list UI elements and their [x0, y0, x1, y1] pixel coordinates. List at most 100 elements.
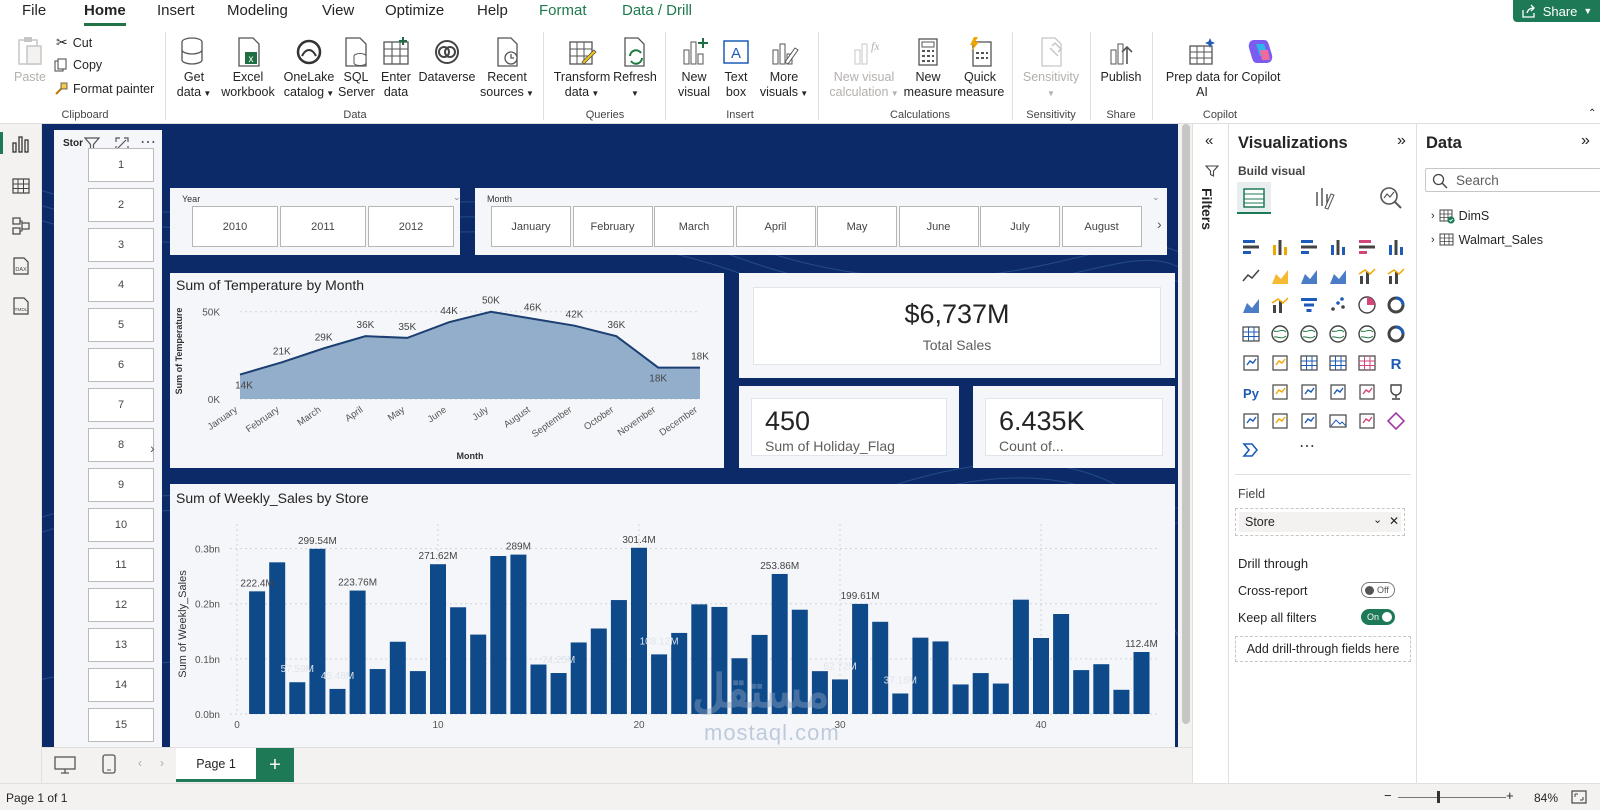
more-visuals-icon[interactable]: ⋯ [1299, 438, 1315, 455]
close-icon[interactable]: ✕ [1389, 514, 1400, 528]
chevron-right-icon[interactable]: › [1431, 234, 1435, 246]
tab-file[interactable]: File [22, 2, 47, 19]
chevron-right-icon[interactable]: › [1431, 210, 1435, 222]
store-slicer-item[interactable]: 11 [88, 548, 154, 582]
line-chart-icon[interactable] [1241, 266, 1261, 286]
metrics-icon[interactable] [1386, 382, 1406, 402]
scatter-chart-icon[interactable] [1328, 295, 1348, 315]
copilot-button[interactable]: Copilot [1240, 36, 1282, 85]
filled-map-icon[interactable] [1299, 324, 1319, 344]
publish-button[interactable]: Publish [1096, 36, 1146, 85]
next-page-icon[interactable]: › [160, 756, 164, 770]
total-sales-card[interactable]: $6,737M Total Sales [739, 273, 1175, 378]
line-column-chart-icon[interactable] [1357, 266, 1377, 286]
tmdl-view-icon[interactable]: TMDL [11, 296, 31, 316]
matrix-icon[interactable] [1357, 353, 1377, 373]
table-dims[interactable]: › DimS [1431, 208, 1489, 224]
ribbon-chart-icon[interactable] [1241, 295, 1261, 315]
onelake-catalog-button[interactable]: OneLake catalog ▼ [279, 36, 339, 101]
card-icon[interactable] [1241, 353, 1261, 373]
tab-help[interactable]: Help [477, 2, 508, 19]
python-visual-icon[interactable]: Py [1241, 382, 1261, 402]
tab-modeling[interactable]: Modeling [227, 2, 288, 19]
filters-label[interactable]: Filters [1199, 188, 1215, 231]
store-slicer-item[interactable]: 6 [88, 348, 154, 382]
page-tab-1[interactable]: Page 1 [176, 748, 256, 782]
cross-report-toggle[interactable]: Off [1361, 582, 1395, 598]
month-slicer-item[interactable]: August [1061, 206, 1142, 247]
image-visual-icon[interactable] [1328, 411, 1348, 431]
more-visuals-button[interactable]: More visuals ▼ [756, 36, 812, 101]
azure-map-icon[interactable] [1357, 324, 1377, 344]
more-options-icon[interactable]: ⋯ [140, 134, 156, 151]
stacked-area-chart-icon[interactable] [1299, 266, 1319, 286]
zoom-slider[interactable] [1398, 797, 1506, 798]
year-slicer-item[interactable]: 2010 [192, 206, 278, 247]
tab-format[interactable]: Format [539, 2, 587, 19]
quick-measure-button[interactable]: Quick measure [954, 36, 1006, 100]
tab-optimize[interactable]: Optimize [385, 2, 445, 19]
store-slicer-item[interactable]: 7 [88, 388, 154, 422]
area-chart-icon[interactable] [1270, 266, 1290, 286]
format-painter-button[interactable]: Format painter [54, 82, 154, 96]
power-automate-flow-icon[interactable] [1241, 440, 1261, 460]
stacked-column-chart-icon[interactable] [1270, 237, 1290, 257]
store-slicer-item[interactable]: 2 [88, 188, 154, 222]
new-visual-calculation-button[interactable]: fx New visual calculation ▼ [826, 36, 902, 101]
store-slicer-item[interactable]: 13 [88, 628, 154, 662]
power-bi-visual-icon[interactable] [1357, 411, 1377, 431]
field-pill-store[interactable]: Store ⌄ ✕ [1239, 512, 1401, 532]
waterfall-chart-icon[interactable] [1270, 295, 1290, 315]
table-visual-icon[interactable] [1328, 353, 1348, 373]
year-slicer-item[interactable]: 2011 [280, 206, 366, 247]
smart-narrative-icon[interactable] [1357, 382, 1377, 402]
shape-map-icon[interactable] [1328, 324, 1348, 344]
build-visual-tab[interactable] [1237, 182, 1271, 214]
clustered-bar-chart-icon[interactable] [1299, 237, 1319, 257]
copy-button[interactable]: Copy [54, 58, 102, 72]
chevron-down-icon[interactable]: ⌄ [453, 192, 461, 202]
canvas-scrollbar[interactable] [1182, 124, 1190, 724]
store-slicer-item[interactable]: 15 [88, 708, 154, 742]
recent-sources-button[interactable]: Recent sources ▼ [476, 36, 538, 101]
donut-chart-icon[interactable] [1386, 295, 1406, 315]
store-slicer-item[interactable]: 4 [88, 268, 154, 302]
dataverse-button[interactable]: Dataverse [418, 36, 476, 85]
store-slicer-item[interactable]: 5 [88, 308, 154, 342]
collapse-pane-icon[interactable]: » [1397, 132, 1406, 149]
new-measure-button[interactable]: New measure [902, 36, 954, 100]
r-visual-icon[interactable]: R [1386, 353, 1406, 373]
excel-workbook-button[interactable]: x Excel workbook [216, 36, 280, 100]
tab-view[interactable]: View [322, 2, 355, 19]
store-slicer-item[interactable]: 12 [88, 588, 154, 622]
share-button[interactable]: Share ▼ [1513, 0, 1600, 22]
gauge-icon[interactable] [1386, 324, 1406, 344]
store-slicer-item[interactable]: 8 [88, 428, 154, 462]
store-slicer-item[interactable]: 3 [88, 228, 154, 262]
month-slicer-item[interactable]: July [980, 206, 1060, 247]
100-stacked-bar-chart-icon[interactable] [1357, 237, 1377, 257]
zoom-slider-thumb[interactable] [1437, 791, 1440, 803]
stacked-bar-chart-icon[interactable] [1241, 237, 1261, 257]
clustered-column-chart-icon[interactable] [1328, 237, 1348, 257]
tab-data-drill[interactable]: Data / Drill [622, 2, 693, 19]
month-slicer-item[interactable]: May [817, 206, 897, 247]
collapse-pane-icon[interactable]: » [1581, 132, 1590, 149]
zoom-in-icon[interactable]: + [1506, 788, 1514, 803]
holiday-flag-card[interactable]: 450 Sum of Holiday_Flag [739, 386, 959, 468]
store-slicer-item[interactable]: 14 [88, 668, 154, 702]
temperature-chart[interactable]: Sum of Temperature by Month 0K 50K 14K 21K 2… [170, 273, 724, 468]
expand-filters-icon[interactable]: « [1205, 132, 1214, 149]
month-slicer-item[interactable]: March [654, 206, 734, 247]
tab-home[interactable]: Home [84, 2, 126, 26]
text-box-button[interactable]: A Text box [716, 36, 756, 100]
year-slicer-item[interactable]: 2012 [368, 206, 454, 247]
line-clustered-column-chart-icon[interactable] [1386, 266, 1406, 286]
100-stacked-area-chart-icon[interactable] [1328, 266, 1348, 286]
sql-server-button[interactable]: SQL Server [338, 36, 375, 100]
paginated-report-icon[interactable] [1241, 411, 1261, 431]
weekly-sales-chart[interactable]: Sum of Weekly_Sales by Store 0.0bn 0.1bn 0… [170, 484, 1175, 747]
keep-filters-toggle[interactable]: On [1361, 609, 1395, 625]
tab-insert[interactable]: Insert [157, 2, 195, 19]
chevron-right-icon[interactable]: › [150, 440, 155, 456]
